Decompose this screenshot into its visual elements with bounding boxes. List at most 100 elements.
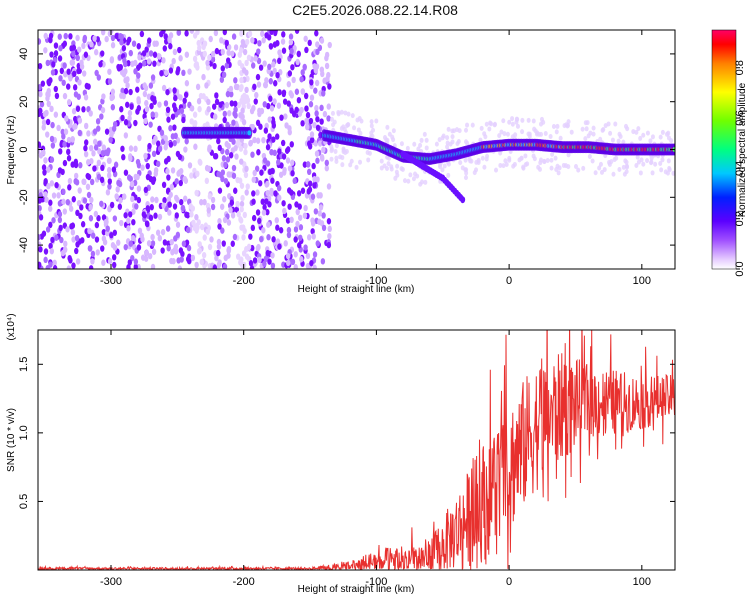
spectrogram-noise-cell xyxy=(312,264,317,269)
spectrogram-faint-cell xyxy=(452,128,457,134)
spectrogram-noise-cell xyxy=(59,236,64,244)
spectrogram-noise-cell xyxy=(44,109,49,117)
spectrogram-noise-cell xyxy=(66,83,71,90)
spectrogram-noise-cell xyxy=(205,59,210,67)
spectrogram-faint-cell xyxy=(520,117,525,123)
spectrogram-noise-cell xyxy=(100,30,106,36)
spectrogram-noise-cell xyxy=(145,162,150,170)
spectrogram-noise-cell xyxy=(101,228,107,236)
spectrogram-noise-cell xyxy=(315,116,320,123)
spectrogram-noise-cell xyxy=(287,203,292,210)
spectrogram-noise-cell xyxy=(170,167,176,174)
spectrogram-noise-cell xyxy=(125,82,130,89)
spectrogram-noise-cell xyxy=(153,167,159,174)
spectrogram-noise-cell xyxy=(260,198,265,205)
spectrogram-noise-cell xyxy=(111,166,117,173)
spectrogram-noise-cell xyxy=(295,220,300,228)
spectrogram-faint-cell xyxy=(613,121,618,127)
spectrogram-noise-cell xyxy=(123,169,129,176)
spectrogram-faint-cell xyxy=(365,149,370,155)
spectrogram-noise-cell xyxy=(163,135,168,142)
spectrogram-faint-cell xyxy=(591,125,596,131)
spectrogram-noise-cell xyxy=(101,235,107,242)
spectrogram-noise-cell xyxy=(73,123,78,130)
spectrogram-noise-cell xyxy=(281,47,287,54)
spectrogram-noise-cell xyxy=(266,34,272,41)
spectrogram-noise-cell xyxy=(71,196,76,203)
spectrogram-noise-cell xyxy=(267,258,272,265)
spectrogram-noise-cell xyxy=(78,162,83,169)
spectrogram-noise-cell xyxy=(99,200,104,207)
spectrogram-noise-cell xyxy=(151,176,157,183)
spectrogram-noise-cell xyxy=(250,224,256,232)
spectrogram-faint-cell xyxy=(590,158,595,164)
spectrogram-noise-cell xyxy=(103,149,109,156)
colorbar-gradient xyxy=(711,29,737,270)
spectrogram-noise-cell xyxy=(88,110,93,117)
spectrogram-faint-cell xyxy=(336,111,341,117)
spectrogram-noise-cell xyxy=(195,83,201,91)
spectrogram-faint-cell xyxy=(660,157,665,163)
spectrogram-noise-cell xyxy=(38,261,42,269)
spectrogram-noise-cell xyxy=(128,211,133,218)
spectrogram-noise-cell xyxy=(262,260,267,267)
spectrogram-noise-cell xyxy=(175,69,180,76)
spectrogram-noise-cell xyxy=(72,70,77,78)
spectrogram-noise-cell xyxy=(221,155,227,162)
spectrogram-noise-cell xyxy=(41,149,46,156)
spectrogram-noise-cell xyxy=(119,39,124,46)
spectrogram-noise-cell xyxy=(128,240,134,247)
spectrogram-noise-cell xyxy=(212,62,217,70)
snr-xtick-label: 100 xyxy=(633,576,651,588)
spectrogram-noise-cell xyxy=(231,119,236,126)
spectrogram-noise-cell xyxy=(181,240,187,247)
spectrogram-noise-cell xyxy=(327,83,332,90)
spectrogram-noise-cell xyxy=(79,204,84,211)
spectrogram-noise-cell xyxy=(146,93,152,100)
spectrogram-noise-cell xyxy=(321,212,326,219)
spectrogram-noise-cell xyxy=(208,35,213,43)
spectrogram-faint-cell xyxy=(624,159,629,165)
spectrogram-noise-cell xyxy=(199,223,205,231)
spectrogram-faint-cell xyxy=(659,167,664,173)
spectrogram-noise-cell xyxy=(128,145,134,152)
spectrogram-noise-cell xyxy=(226,49,231,56)
spectrogram-noise-cell xyxy=(81,106,86,113)
spectrogram-noise-cell xyxy=(103,218,109,226)
spectrogram-noise-cell xyxy=(43,191,48,198)
spectrogram-faint-cell xyxy=(349,158,354,164)
spectrogram-faint-cell xyxy=(416,146,421,152)
spectrogram-noise-cell xyxy=(228,152,234,159)
spectrogram-noise-cell xyxy=(49,247,55,255)
spectrogram-noise-cell xyxy=(282,98,288,105)
spectrogram-noise-cell xyxy=(253,55,258,62)
spectrogram-noise-cell xyxy=(214,92,219,99)
spectrogram-noise-cell xyxy=(168,125,173,132)
spectrogram-noise-cell xyxy=(143,117,148,125)
spectrogram-noise-cell xyxy=(277,49,282,56)
spectrogram-noise-cell xyxy=(80,221,86,228)
spectrogram-noise-cell xyxy=(94,236,100,243)
spectrogram-noise-cell xyxy=(258,123,263,130)
spectrogram-faint-cell xyxy=(482,164,487,170)
spectrogram-ytick-label: 0 xyxy=(18,146,30,152)
spectrogram-noise-cell xyxy=(253,98,258,105)
spectrogram-noise-cell xyxy=(265,249,270,257)
spectrogram-faint-cell xyxy=(548,134,553,140)
spectrogram-faint-cell xyxy=(535,130,540,136)
spectrogram-noise-cell xyxy=(223,177,229,185)
spectrogram-noise-cell xyxy=(192,111,198,118)
spectrogram-faint-cell xyxy=(550,151,555,157)
spectrogram-noise-cell xyxy=(318,204,324,211)
spectrogram-noise-cell xyxy=(63,128,69,135)
spectrogram-noise-cell xyxy=(322,110,328,118)
spectrogram-noise-cell xyxy=(252,83,257,91)
spectrogram-noise-cell xyxy=(135,158,141,166)
spectrogram-noise-cell xyxy=(210,203,216,211)
spectrogram-noise-cell xyxy=(148,82,154,89)
spectrogram-faint-cell xyxy=(636,126,641,132)
spectrogram-faint-cell xyxy=(419,137,424,143)
spectrogram-noise-cell xyxy=(274,217,279,224)
spectrogram-noise-cell xyxy=(231,172,237,179)
spectrogram-noise-cell xyxy=(123,87,129,95)
